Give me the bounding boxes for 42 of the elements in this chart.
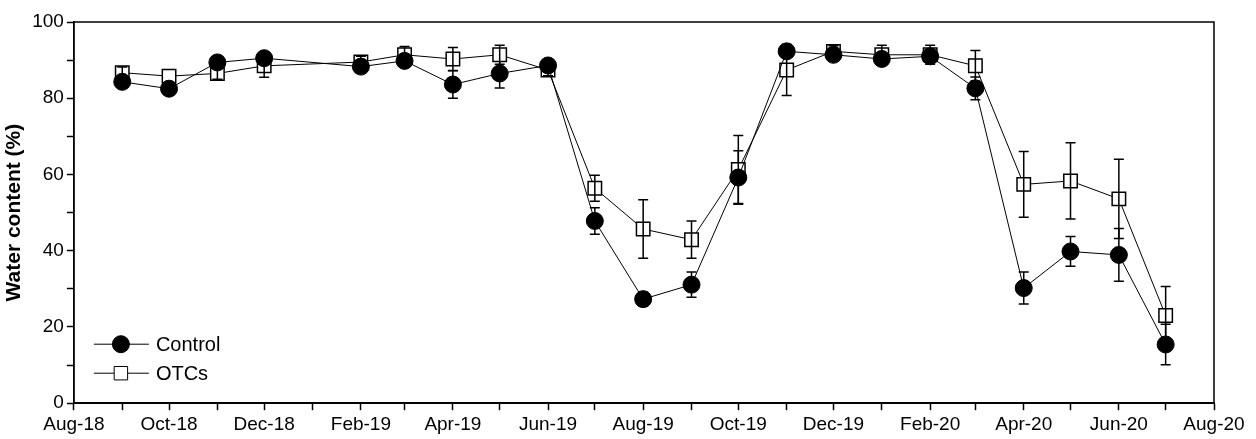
point	[1061, 242, 1080, 261]
legend-label: Control	[155, 332, 221, 355]
x-tick-label: Jun-20	[1089, 412, 1148, 434]
x-tick-label: Apr-20	[995, 412, 1053, 434]
point	[585, 211, 604, 230]
point	[967, 58, 983, 74]
x-tick-label: Aug-20	[1183, 412, 1245, 434]
point	[351, 57, 370, 76]
point	[1109, 245, 1128, 264]
legend-label: OTCs	[155, 361, 209, 384]
y-tick-label: 0	[53, 391, 64, 413]
x-tick-label: Feb-19	[330, 412, 391, 434]
point	[208, 53, 227, 72]
point	[113, 72, 132, 91]
point	[634, 290, 653, 309]
point	[490, 64, 509, 83]
x-tick-label: Apr-19	[424, 412, 482, 434]
point	[395, 51, 414, 70]
x-tick-label: Feb-20	[900, 412, 961, 434]
point	[729, 168, 748, 187]
point	[684, 232, 699, 248]
x-tick-label: Dec-18	[233, 412, 295, 434]
point	[777, 42, 796, 61]
x-tick-label: Oct-19	[709, 412, 767, 434]
y-tick-label: 60	[42, 162, 64, 184]
y-tick-label: 40	[42, 238, 64, 260]
y-tick-label: 80	[42, 86, 64, 108]
x-tick-label: Aug-18	[43, 412, 105, 434]
x-tick-label: Dec-19	[802, 412, 865, 434]
point	[1016, 176, 1032, 192]
point	[1014, 279, 1033, 298]
point	[160, 79, 179, 98]
point	[443, 75, 462, 94]
y-tick-label: 100	[32, 10, 64, 32]
y-tick-label: 20	[42, 315, 64, 337]
x-tick-label: Jun-19	[518, 412, 578, 434]
point	[1158, 308, 1174, 323]
point	[1156, 335, 1175, 354]
x-tick-label: Oct-18	[140, 412, 198, 434]
x-tick-label: Aug-19	[612, 412, 674, 434]
point	[682, 275, 701, 294]
y-axis-title: Water content (%)	[1, 123, 25, 302]
